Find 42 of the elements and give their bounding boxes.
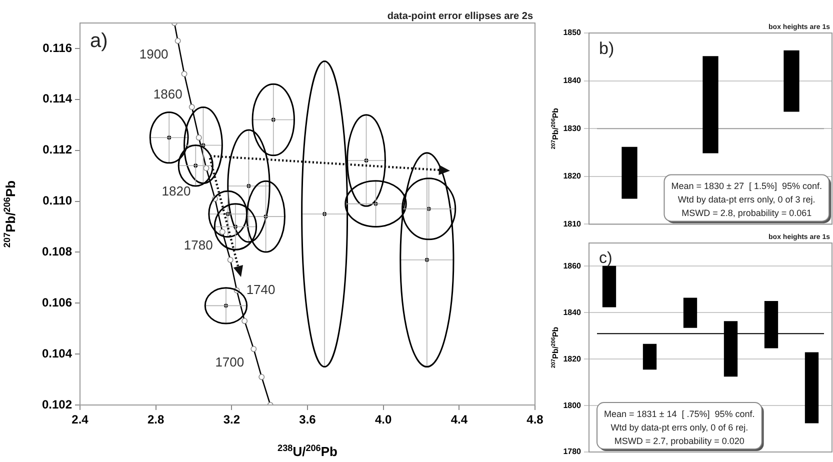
y-tick-label: 1850	[563, 28, 582, 38]
y-tick-label: 0.108	[42, 244, 72, 259]
annotation: Wtd by data-pt errs only, 0 of 6 rej.	[610, 422, 748, 432]
y-tick-label: 0.104	[42, 346, 72, 360]
y-axis-title: 207Pb/206Pb	[2, 180, 18, 248]
y-tick-label: 1860	[563, 261, 582, 270]
x-tick-label: 2.4	[72, 412, 89, 427]
x-tick-label: 4.4	[450, 412, 468, 427]
y-tick-label: 0.106	[42, 295, 72, 310]
y-tick-label: 0.110	[42, 194, 72, 208]
annotation: MSWD = 2.7, probability = 0.020	[614, 436, 744, 446]
y-tick-label: 1800	[563, 400, 582, 410]
annotation: Mean = 1831 ± 14 [ .75%] 95% conf.	[604, 409, 755, 419]
annotation: 1820	[162, 184, 191, 199]
annotation: 1860	[153, 86, 182, 102]
y-tick-label: 1780	[563, 447, 582, 456]
y-tick-label: 1840	[563, 76, 582, 86]
chart-title: b)	[599, 39, 614, 58]
y-tick-label: 0.116	[42, 40, 72, 55]
annotation: MSWD = 2.8, probability = 0.061	[682, 208, 812, 218]
x-tick-label: 3.6	[299, 412, 316, 427]
x-tick-label: 2.8	[147, 412, 164, 427]
y-tick-label: 0.112	[42, 142, 72, 157]
annotation: Wtd by data-pt errs only, 0 of 3 rej.	[678, 194, 816, 205]
x-tick-label: 4.8	[526, 412, 544, 427]
chart-title: c)	[599, 250, 612, 267]
annotation: 1700	[215, 354, 244, 370]
x-tick-label: 3.2	[223, 412, 240, 427]
y-tick-label: 1820	[563, 172, 582, 181]
y-tick-label: 1820	[563, 354, 582, 364]
annotation: Mean = 1830 ± 27 [ 1.5%] 95% conf.	[671, 181, 822, 192]
chart-title: a)	[90, 30, 108, 52]
annotation: 1740	[246, 282, 276, 297]
y-tick-label: 1830	[563, 124, 582, 133]
y-tick-label: 0.102	[42, 397, 72, 412]
chart-subtitle: data-point error ellipses are 2s	[387, 11, 534, 22]
x-tick-label: 4.0	[374, 412, 392, 427]
annotation: 1780	[184, 237, 213, 252]
y-tick-label: 1840	[563, 308, 582, 317]
y-tick-label: 0.114	[42, 92, 72, 106]
annotation: 1900	[139, 46, 168, 62]
y-tick-label: 1810	[563, 219, 582, 228]
